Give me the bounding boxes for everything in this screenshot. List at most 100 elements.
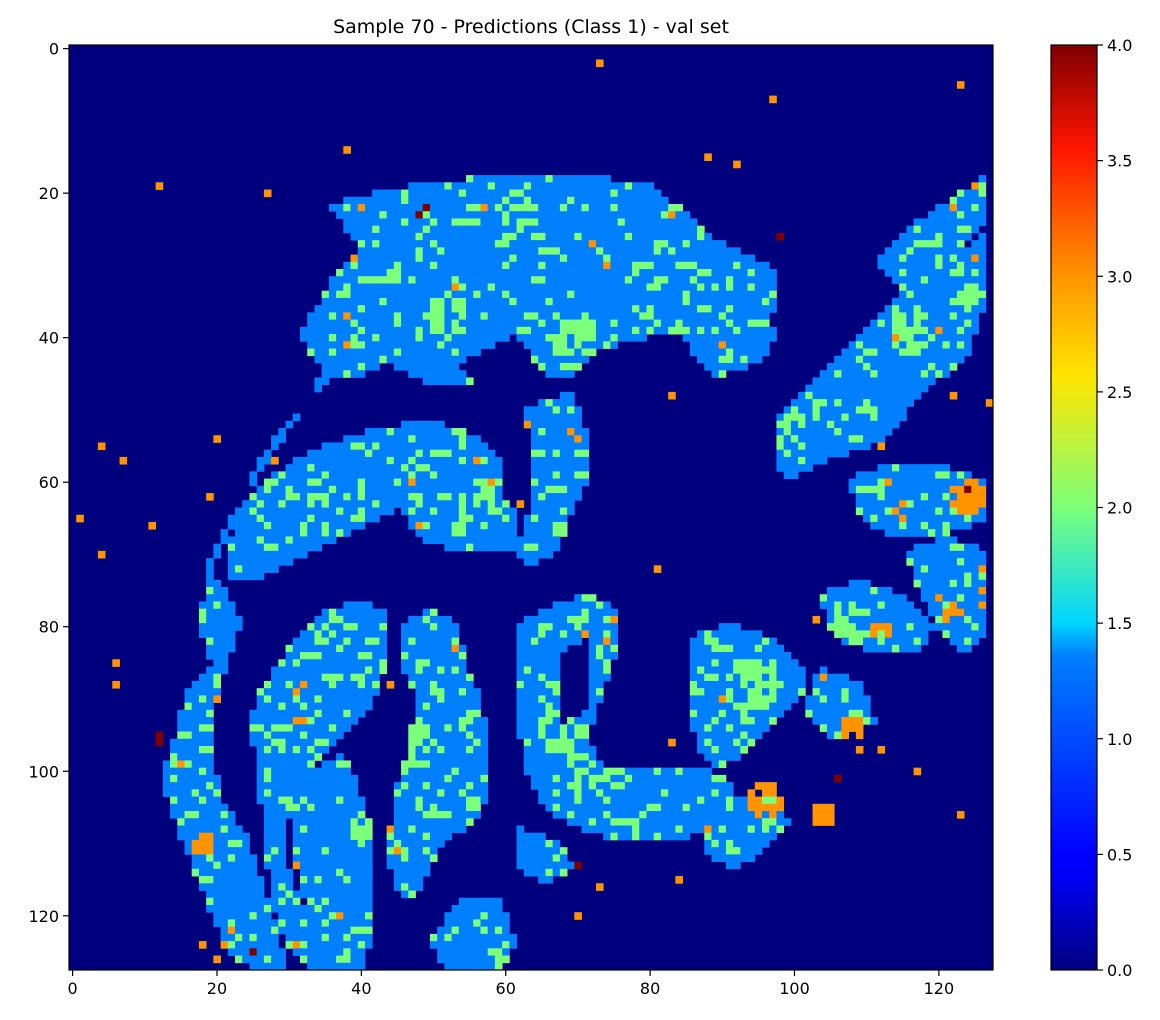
heatmap-cell-run: [227, 839, 243, 848]
heatmap-cell-run: [466, 456, 474, 465]
heatmap-cell-run: [574, 738, 590, 747]
heatmap-cell-run: [292, 832, 351, 841]
heatmap-cell-run: [826, 586, 871, 595]
heatmap-cell-run: [588, 688, 597, 696]
heatmap-cell-run: [595, 319, 611, 328]
heatmap-cell-run: [559, 507, 568, 516]
heatmap-cell-run: [949, 521, 972, 530]
heatmap-cell-run: [682, 803, 691, 812]
heatmap-cell-run: [718, 312, 727, 321]
heatmap-cell-run: [588, 702, 597, 711]
heatmap-cell-run: [956, 471, 965, 479]
heatmap-cell-run: [206, 493, 214, 501]
heatmap-cell-run: [314, 745, 330, 754]
heatmap-cell-run: [466, 377, 474, 386]
heatmap-cell-run: [531, 348, 554, 357]
heatmap-cell-run: [733, 738, 741, 747]
heatmap-cell-run: [429, 688, 445, 696]
heatmap-cell-run: [364, 680, 373, 689]
heatmap-cell-run: [906, 521, 922, 530]
heatmap-cell-run: [531, 464, 590, 472]
heatmap-cell-run: [206, 594, 229, 602]
heatmap-cell-run: [292, 485, 330, 494]
heatmap-cell-run: [429, 724, 445, 732]
heatmap-cell-run: [913, 565, 922, 573]
heatmap-cell-run: [545, 493, 582, 501]
heatmap-cell-run: [574, 594, 582, 602]
heatmap-cell-run: [581, 623, 619, 631]
heatmap-cell-run: [574, 717, 597, 725]
heatmap-cell-run: [733, 688, 748, 696]
heatmap-cell-run: [206, 782, 214, 790]
heatmap-cell-run: [444, 919, 474, 928]
heatmap-cell-run: [704, 326, 712, 335]
heatmap-cell-run: [343, 312, 351, 321]
heatmap-cell-run: [935, 615, 943, 624]
heatmap-cell-run: [877, 348, 900, 357]
heatmap-cell-run: [401, 276, 409, 284]
heatmap-cell-run: [321, 521, 330, 530]
heatmap-cell-run: [263, 724, 272, 732]
heatmap-cell-run: [242, 500, 258, 508]
heatmap-cell-run: [393, 847, 402, 855]
heatmap-cell-run: [660, 247, 669, 255]
heatmap-cell-run: [848, 709, 864, 718]
heatmap-cell-run: [574, 745, 597, 754]
heatmap-cell-run: [668, 240, 683, 248]
heatmap-cell-run: [263, 839, 286, 848]
heatmap-cell-run: [458, 442, 467, 451]
heatmap-cell-run: [538, 731, 546, 740]
heatmap-cell-run: [263, 825, 286, 834]
heatmap-cell-run: [523, 767, 575, 776]
heatmap-cell-run: [812, 680, 864, 689]
heatmap-cell-run: [429, 507, 438, 516]
heatmap-cell-run: [263, 803, 286, 812]
heatmap-cell-run: [307, 941, 359, 949]
heatmap-cell-run: [978, 269, 987, 277]
heatmap-cell-run: [978, 203, 987, 212]
heatmap-cell-run: [458, 348, 481, 357]
heatmap-cell-run: [321, 471, 330, 479]
heatmap-cell-run: [826, 731, 835, 740]
heatmap-cell-run: [552, 688, 561, 696]
heatmap-cell-run: [437, 471, 503, 479]
heatmap-cell-run: [393, 803, 416, 812]
heatmap-cell-run: [357, 623, 380, 631]
heatmap-cell-run: [364, 449, 373, 458]
heatmap-cell-run: [162, 782, 207, 790]
heatmap-cell-run: [285, 890, 294, 899]
heatmap-cell-run: [386, 456, 395, 465]
heatmap-cell-run: [610, 644, 619, 653]
heatmap-cell-run: [689, 659, 712, 667]
heatmap-cell-run: [263, 478, 279, 487]
heatmap-cell-run: [567, 630, 582, 638]
heatmap-cell-run: [444, 962, 496, 970]
heatmap-cell-run: [451, 926, 460, 935]
heatmap-cell-run: [502, 203, 510, 212]
heatmap-cell-run: [964, 579, 972, 588]
heatmap-cell-run: [949, 362, 958, 371]
heatmap-cell-run: [401, 189, 409, 198]
heatmap-cell-run: [408, 652, 460, 660]
heatmap-cell-run: [574, 334, 597, 342]
heatmap-cell-run: [697, 630, 705, 638]
heatmap-cell-run: [466, 543, 474, 552]
heatmap-cell-run: [408, 738, 424, 747]
heatmap-cell-run: [913, 579, 922, 588]
heatmap-cell-run: [942, 341, 951, 349]
heatmap-cell-run: [798, 420, 806, 429]
heatmap-cell-run: [422, 745, 431, 754]
heatmap-cell-run: [307, 493, 330, 501]
heatmap-cell-run: [198, 630, 236, 638]
heatmap-cell-run: [841, 688, 850, 696]
heatmap-cell-run: [415, 254, 424, 263]
heatmap-cell-run: [480, 521, 489, 530]
heatmap-cell-run: [891, 623, 907, 631]
heatmap-cell-run: [263, 789, 272, 797]
heatmap-cell-run: [408, 514, 460, 523]
heatmap-cell-run: [415, 688, 431, 696]
heatmap-cell-run: [718, 789, 734, 797]
heatmap-cell-run: [321, 290, 330, 299]
heatmap-cell-run: [949, 297, 979, 306]
heatmap-cell-run: [408, 825, 416, 834]
